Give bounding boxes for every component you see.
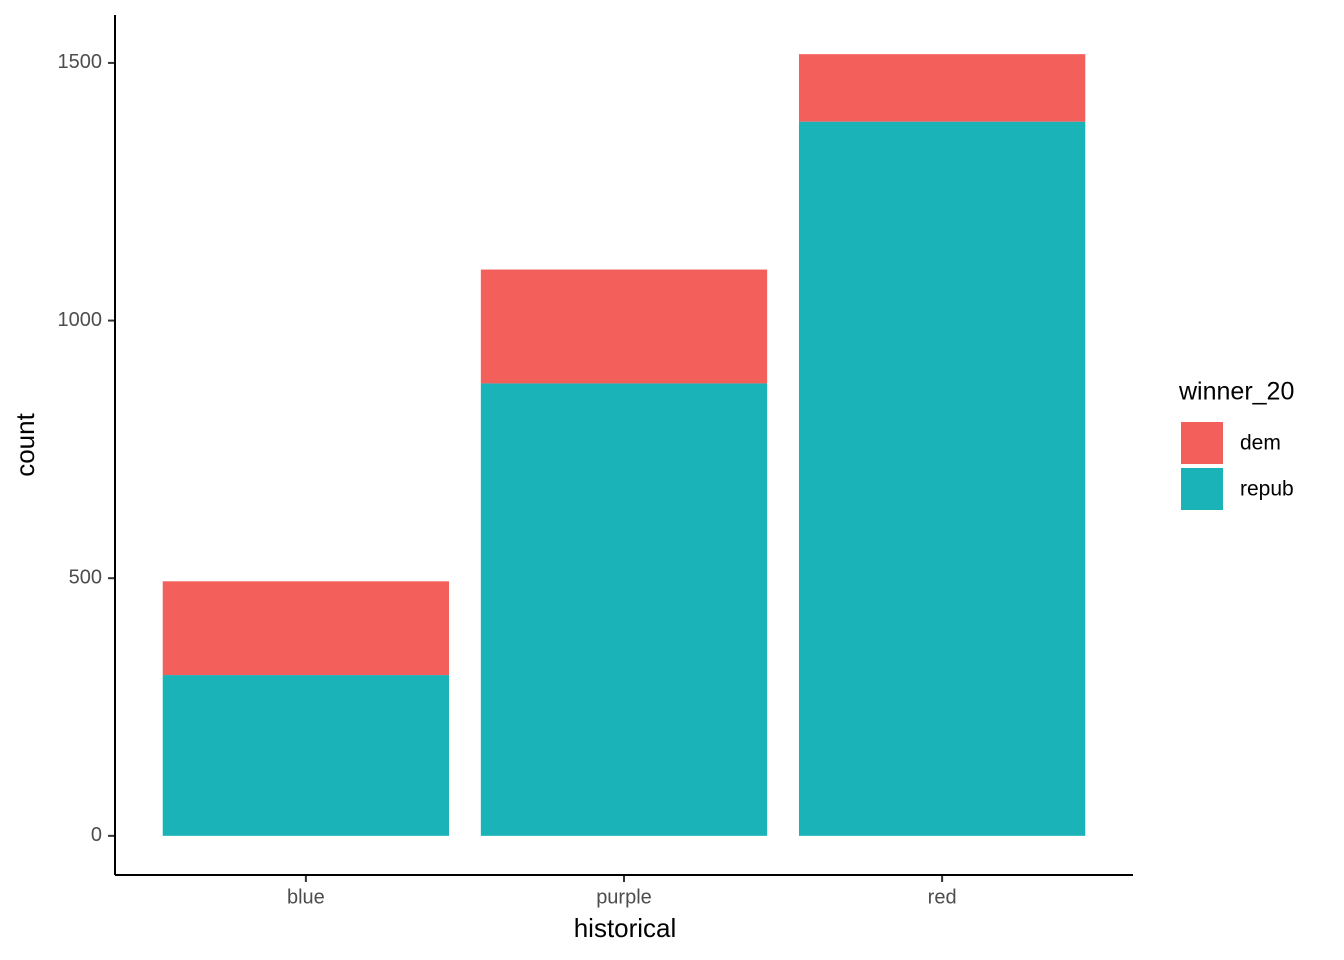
- y-tick-label: 500: [69, 566, 102, 588]
- bar-segment: [480, 383, 768, 836]
- legend-label: dem: [1240, 432, 1281, 455]
- bar-segment: [798, 54, 1086, 122]
- legend-key: [1181, 468, 1223, 510]
- bar-segment: [162, 581, 450, 676]
- y-tick-label: 1000: [58, 309, 103, 331]
- legend-label: repub: [1240, 478, 1294, 501]
- legend-title: winner_20: [1178, 378, 1294, 406]
- y-tick-label: 1500: [58, 51, 103, 73]
- x-tick-label: purple: [596, 886, 652, 908]
- legend-key: [1181, 422, 1223, 464]
- bar-segment: [480, 269, 768, 384]
- bar-segment: [162, 675, 450, 836]
- bar-segment: [798, 121, 1086, 836]
- x-axis-title: historical: [574, 913, 677, 943]
- x-tick-label: blue: [287, 886, 325, 908]
- x-tick-label: red: [928, 886, 957, 908]
- y-tick-label: 0: [91, 824, 102, 846]
- y-axis-title: count: [10, 412, 40, 476]
